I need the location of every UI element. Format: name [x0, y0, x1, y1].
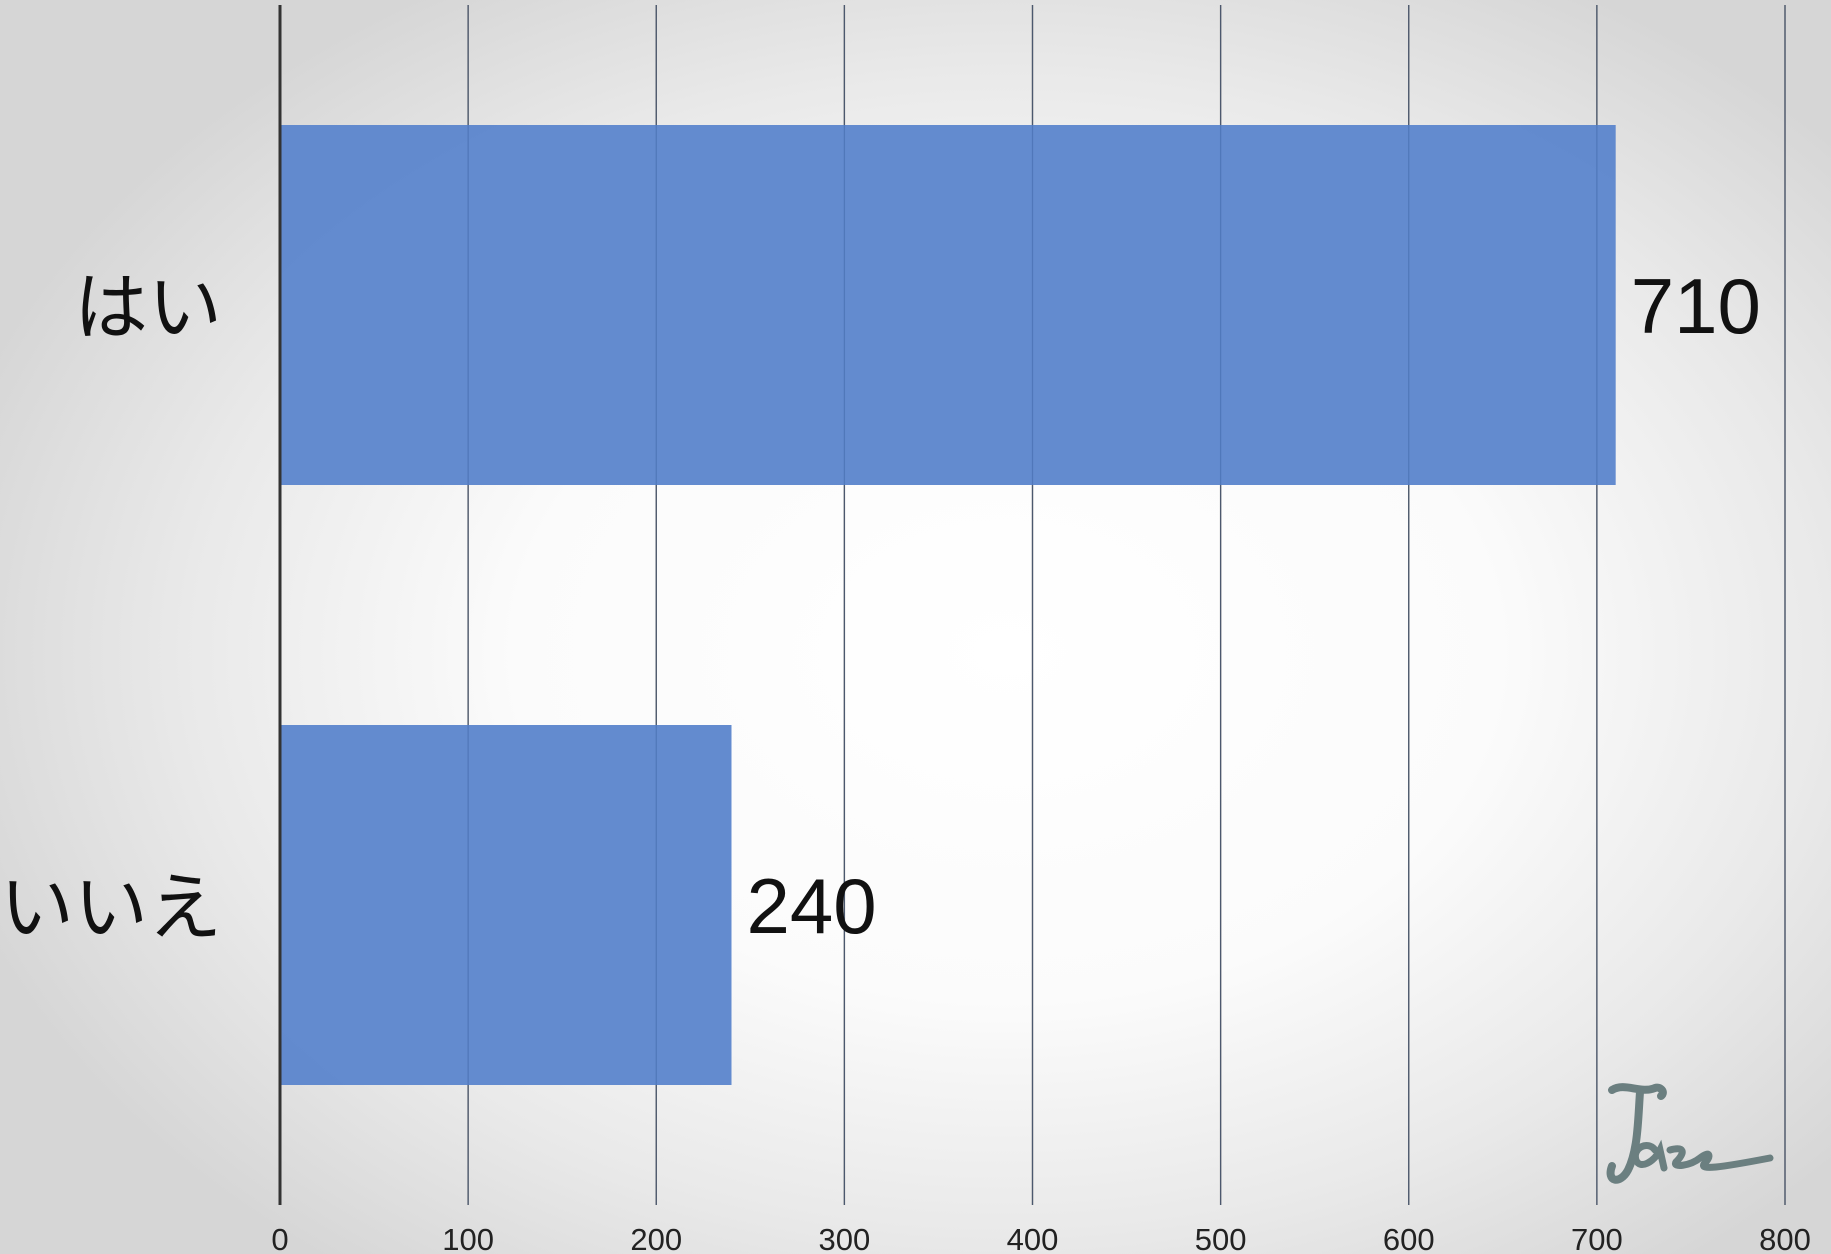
bar	[280, 125, 1616, 485]
jazz-signature-watermark	[1606, 1083, 1774, 1184]
x-tick-label: 500	[1195, 1222, 1247, 1254]
bar	[280, 725, 732, 1085]
x-tick-label: 200	[630, 1222, 682, 1254]
category-label: はい	[74, 265, 222, 351]
x-tick-label: 800	[1759, 1222, 1811, 1254]
x-tick-label: 400	[1007, 1222, 1059, 1254]
x-tick-label: 600	[1383, 1222, 1435, 1254]
x-tick-label: 300	[819, 1222, 871, 1254]
data-label: 710	[1631, 262, 1761, 350]
bars	[280, 5, 1786, 1205]
x-tick-labels: 0 100 200 300 400 500 600 700 800	[271, 1222, 1810, 1254]
data-labels: 710 240	[747, 262, 1761, 950]
x-tick-label: 100	[442, 1222, 494, 1254]
x-tick-label: 0	[271, 1222, 288, 1254]
category-label: いいえ	[0, 865, 222, 951]
data-label: 240	[747, 862, 877, 950]
x-tick-label: 700	[1571, 1222, 1623, 1254]
